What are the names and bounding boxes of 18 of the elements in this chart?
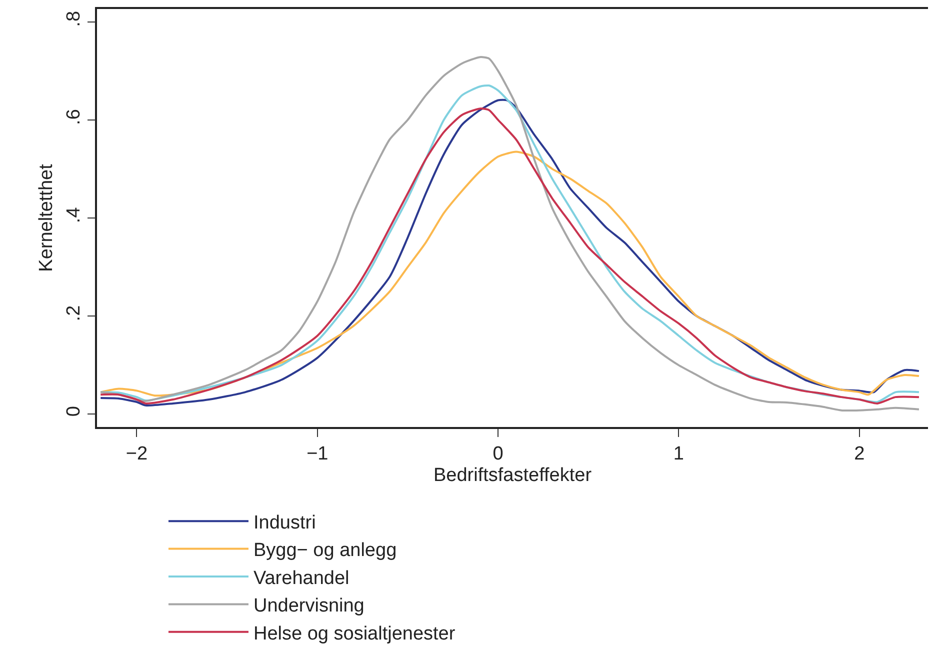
y-tick-label: .8 (64, 10, 85, 27)
legend-label: Industri (253, 512, 316, 534)
x-tick-label: 0 (492, 444, 504, 465)
legend-label: Varehandel (253, 568, 350, 589)
x-tick-label: 1 (673, 444, 684, 465)
y-tick-label: .2 (64, 305, 85, 322)
y-tick-label: .4 (64, 206, 85, 224)
x-tick-label: −1 (306, 444, 328, 465)
legend-label: Bygg− og anlegg (253, 540, 397, 562)
x-axis-title: Bedriftsfasteffekter (433, 464, 592, 486)
line-series (100, 150, 920, 397)
x-tick-label: 2 (854, 444, 865, 465)
y-tick-label: 0 (64, 406, 85, 417)
y-axis-title: Kerneltetthet (36, 163, 57, 272)
x-tick-label: −2 (126, 444, 148, 465)
legend-label: Helse og sosialtjenester (253, 623, 456, 644)
legend-label: Undervisning (253, 596, 364, 617)
y-tick-label: .6 (64, 109, 85, 125)
